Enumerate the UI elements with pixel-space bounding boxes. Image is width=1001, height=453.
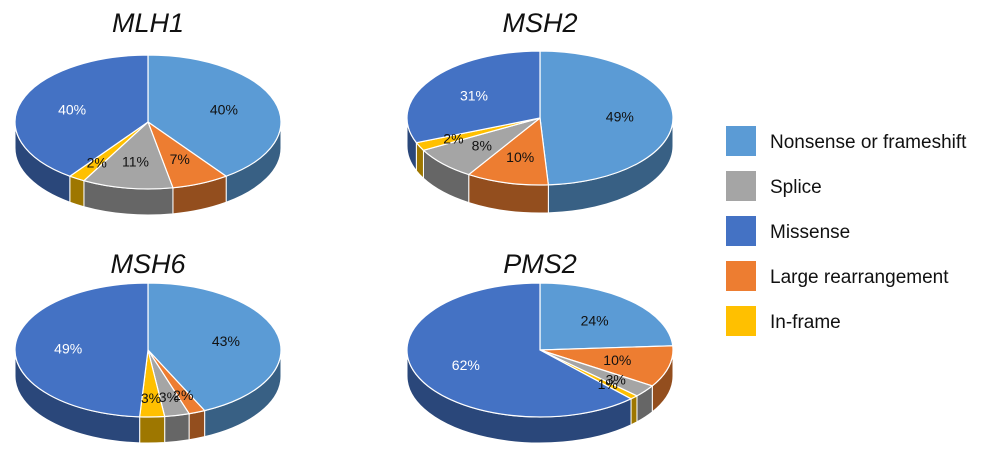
legend: Nonsense or frameshift Splice Missense L… — [726, 126, 967, 336]
pie-side-msh6-large-rearrangement — [188, 409, 206, 441]
pie-slice-msh2-nonsense-or-frameshift — [539, 50, 674, 186]
pie-slice-msh2-large-rearrangement — [467, 116, 550, 186]
data-label-mlh1-large-rearrangement: 7% — [170, 151, 190, 167]
legend-label-inframe: In-frame — [770, 312, 841, 333]
data-label-msh2-splice: 8% — [472, 138, 492, 154]
pie-slice-pms2-nonsense-or-frameshift — [539, 282, 674, 351]
pie-slice-pms2-missense — [406, 282, 633, 418]
pie-slice-pms2-large-rearrangement — [539, 345, 674, 387]
pie-side-mlh1-in-frame — [69, 175, 85, 208]
pie-mlh1: 40% 7% 11% 2% 40% — [14, 54, 282, 216]
pie-slice-msh2-missense — [406, 50, 541, 144]
data-label-pms2-nonsense-or-frameshift: 24% — [581, 313, 609, 329]
pie-title-pms2: PMS2 — [503, 249, 577, 279]
data-label-mlh1-in-frame: 2% — [87, 155, 107, 171]
data-label-pms2-missense: 62% — [452, 357, 480, 373]
data-label-pms2-splice: 3% — [606, 372, 626, 388]
pie-msh2: 49% 10% 8% 2% 31% — [406, 50, 674, 214]
legend-swatch-splice — [726, 171, 756, 201]
data-label-msh6-nonsense-or-frameshift: 43% — [212, 333, 240, 349]
pie-slice-msh6-missense — [14, 282, 149, 418]
data-label-msh2-in-frame: 2% — [443, 131, 463, 147]
pie-title-msh6: MSH6 — [110, 249, 186, 279]
pies-group: 40%7%11%2%40% 49%10%8%2%31%43%2%3%3%49%24… — [14, 50, 674, 444]
legend-label-splice: Splice — [770, 177, 822, 198]
data-label-pms2-in-frame: 1% — [598, 376, 618, 392]
legend-swatch-missense — [726, 216, 756, 246]
pie-title-mlh1: MLH1 — [112, 8, 184, 38]
data-label-msh2-large-rearrangement: 10% — [506, 149, 534, 165]
data-label-mlh1-splice: 11% — [122, 154, 149, 170]
pie-side-msh6-splice — [164, 413, 190, 444]
data-label-msh6-large-rearrangement: 2% — [173, 387, 193, 403]
data-label-msh2-nonsense-or-frameshift: 49% — [606, 109, 634, 125]
legend-swatch-inframe — [726, 306, 756, 336]
data-label-pms2-large-rearrangement: 10% — [603, 352, 631, 368]
pie-side-msh6-in-frame — [139, 415, 166, 444]
data-label-msh2-missense: 31% — [460, 87, 488, 103]
data-label-msh6-in-frame: 3% — [141, 390, 161, 406]
data-label-msh6-missense: 49% — [54, 341, 82, 357]
pie-side-pms2-in-frame — [630, 395, 638, 426]
pie-slice-mlh1-splice — [82, 120, 174, 190]
pie-slice-msh6-nonsense-or-frameshift — [147, 282, 282, 412]
legend-swatch-nonsense — [726, 126, 756, 156]
legend-swatch-large — [726, 261, 756, 291]
pie-title-msh2: MSH2 — [502, 8, 577, 38]
pie-slice-mlh1-nonsense-or-frameshift — [147, 54, 282, 177]
legend-label-large: Large rearrangement — [770, 267, 949, 288]
data-label-msh6-splice: 3% — [159, 389, 179, 405]
legend-label-nonsense: Nonsense or frameshift — [770, 132, 967, 153]
pie-slice-mlh1-missense — [14, 54, 149, 177]
pie-pms2: 24% 10% 3%1% 62% — [406, 282, 674, 444]
pie-msh6: 43%2%3%3%49% — [14, 282, 282, 444]
data-label-mlh1-missense: 40% — [58, 102, 86, 118]
legend-label-missense: Missense — [770, 222, 850, 243]
data-label-mlh1-nonsense-or-frameshift: 40% — [210, 102, 238, 118]
